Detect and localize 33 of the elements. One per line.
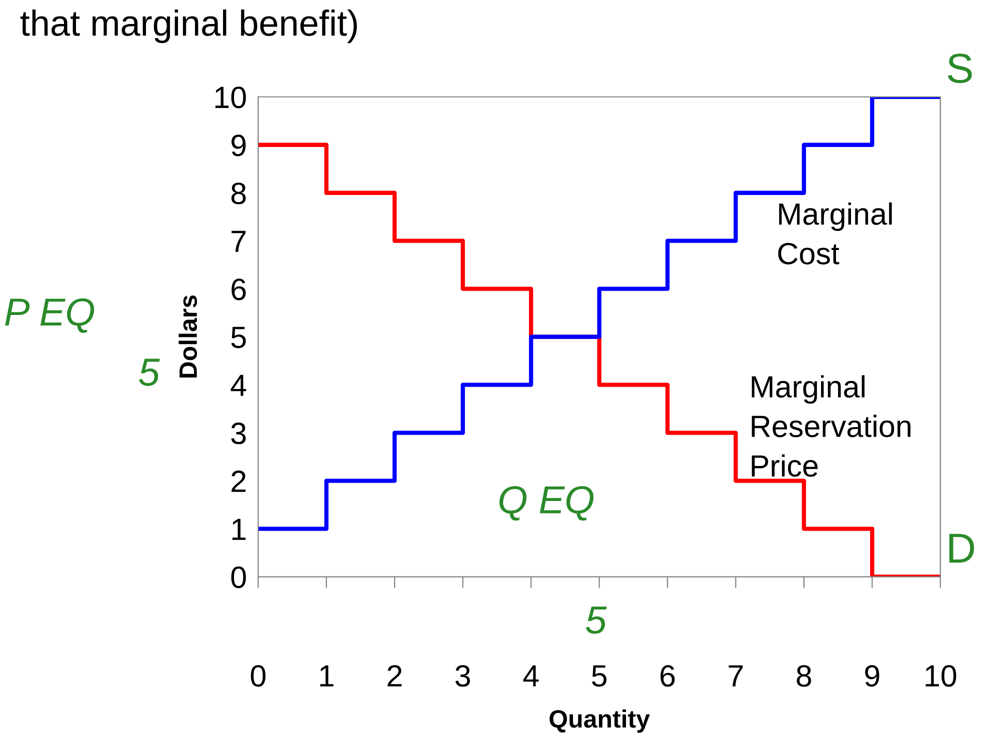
y-tick-label: 10 bbox=[215, 86, 246, 108]
x-tick-label: 6 bbox=[660, 665, 675, 687]
x-tick-label: 5 bbox=[592, 665, 606, 687]
annotation: D bbox=[949, 534, 974, 563]
y-tick-label: 9 bbox=[232, 134, 246, 156]
x-axis-title: Quantity bbox=[550, 709, 650, 733]
chart-title: that marginal benefit) bbox=[20, 9, 357, 44]
y-tick-label: 4 bbox=[230, 374, 246, 396]
y-tick-label: 8 bbox=[231, 182, 246, 204]
x-tick-label: 10 bbox=[926, 665, 956, 687]
text: 5 bbox=[586, 606, 607, 634]
annotation: Q EQ bbox=[499, 486, 594, 521]
x-tick-label: 9 bbox=[865, 665, 880, 687]
x-tick-label: 4 bbox=[523, 665, 539, 686]
series-label: Marginal Cost bbox=[778, 202, 892, 264]
y-tick-label: 7 bbox=[232, 230, 246, 252]
y-tick-label: 1 bbox=[232, 518, 246, 540]
y-tick-label: 3 bbox=[231, 422, 246, 444]
y-tick-label: 2 bbox=[232, 470, 246, 492]
y-tick-label: 0 bbox=[231, 566, 246, 588]
x-tick-label: 3 bbox=[456, 665, 470, 687]
annotation: S bbox=[948, 54, 972, 84]
text: 5 bbox=[139, 358, 160, 386]
x-tick-label: 0 bbox=[250, 665, 266, 687]
x-tick-label: 1 bbox=[320, 665, 334, 686]
text: P EQ bbox=[5, 298, 94, 333]
y-tick-label: 5 bbox=[231, 326, 246, 348]
x-tick-label: 8 bbox=[796, 665, 812, 687]
x-tick-label: 7 bbox=[728, 665, 743, 686]
series-label: Marginal Reservation Price bbox=[752, 375, 910, 477]
y-axis-title: Dollars bbox=[178, 295, 198, 378]
y-tick-label: 6 bbox=[232, 278, 246, 300]
x-tick-label: 2 bbox=[388, 665, 402, 686]
